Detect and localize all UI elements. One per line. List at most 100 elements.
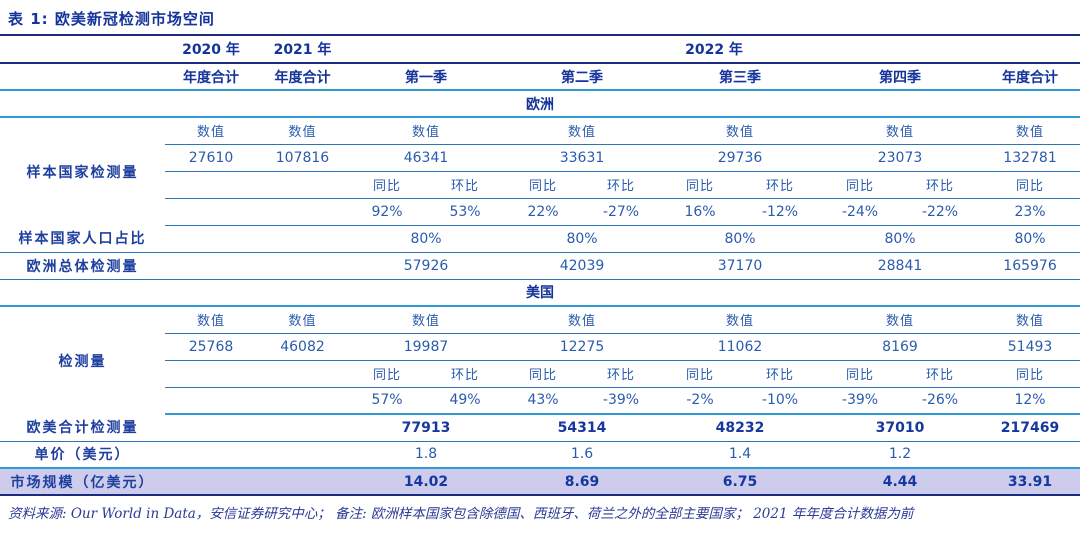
qoq-label: 环比 xyxy=(582,171,660,199)
eu-yoy-q2: 22% xyxy=(504,198,582,226)
eu-pop-q1: 80% xyxy=(348,225,504,253)
blank-cell xyxy=(257,414,348,442)
us-tests-annual: 51493 xyxy=(980,333,1080,361)
period-header-row: 年度合计 年度合计 第一季 第二季 第三季 第四季 年度合计 xyxy=(0,63,1080,91)
eu-total-q1: 57926 xyxy=(348,252,504,280)
us-tests-2021: 46082 xyxy=(257,333,348,361)
blank-cell xyxy=(257,441,348,469)
eu-value-label-row: 样本国家检测量 数值 数值 数值 数值 数值 数值 数值 xyxy=(0,117,1080,181)
eu-yoy-q4: -24% xyxy=(820,198,900,226)
market-size-label: 市场规模（亿美元） xyxy=(0,468,165,496)
hdr-q4: 第四季 xyxy=(820,63,980,91)
us-yoy-q3: -2% xyxy=(660,387,740,415)
blank-cell xyxy=(257,468,348,496)
combined-q1: 77913 xyxy=(348,414,504,442)
blank-cell xyxy=(257,360,348,388)
market-space-table: 2020 年 2021 年 2022 年 年度合计 年度合计 第一季 第二季 第… xyxy=(0,36,1080,496)
table-title: 表 1: 欧美新冠检测市场空间 xyxy=(0,0,1080,36)
price-annual xyxy=(980,441,1080,469)
value-label: 数值 xyxy=(504,306,660,334)
eu-population-share-label: 样本国家人口占比 xyxy=(0,225,165,253)
us-tests-q2: 12275 xyxy=(504,333,660,361)
us-qoq-q2: -39% xyxy=(582,387,660,415)
blank-cell xyxy=(165,441,257,469)
hdr-q3: 第三季 xyxy=(660,63,820,91)
value-label: 数值 xyxy=(165,117,257,145)
value-label: 数值 xyxy=(820,117,980,145)
europe-section-label: 欧洲 xyxy=(0,90,1080,118)
yoy-label: 同比 xyxy=(504,360,582,388)
market-q4: 4.44 xyxy=(820,468,980,496)
eu-total-q3: 37170 xyxy=(660,252,820,280)
blank-cell xyxy=(257,387,348,415)
yoy-label: 同比 xyxy=(660,360,740,388)
eu-total-q2: 42039 xyxy=(504,252,660,280)
blank-cell xyxy=(165,225,257,253)
eu-pop-q3: 80% xyxy=(660,225,820,253)
hdr-2021: 2021 年 xyxy=(257,36,348,64)
eu-total-tests-label: 欧洲总体检测量 xyxy=(0,252,165,280)
blank-cell xyxy=(165,387,257,415)
us-qoq-q4: -26% xyxy=(900,387,980,415)
eu-total-q4: 28841 xyxy=(820,252,980,280)
us-yoy-q1: 57% xyxy=(348,387,426,415)
yoy-label: 同比 xyxy=(348,171,426,199)
value-label: 数值 xyxy=(980,117,1080,145)
eu-qoq-q2: -27% xyxy=(582,198,660,226)
qoq-label: 环比 xyxy=(740,171,820,199)
yoy-label: 同比 xyxy=(820,360,900,388)
hdr-2020: 2020 年 xyxy=(165,36,257,64)
eu-qoq-q1: 53% xyxy=(426,198,504,226)
hdr-q2: 第二季 xyxy=(504,63,660,91)
us-section-label: 美国 xyxy=(0,279,1080,307)
us-tests-q4: 8169 xyxy=(820,333,980,361)
us-yoy-q2: 43% xyxy=(504,387,582,415)
source-note: 资料来源: Our World in Data，安信证券研究中心； 备注: 欧洲… xyxy=(8,506,914,522)
us-yoy-annual: 12% xyxy=(980,387,1080,415)
year-header-row: 2020 年 2021 年 2022 年 xyxy=(0,36,1080,64)
eu-sample-q3: 29736 xyxy=(660,144,820,172)
us-yoy-q4: -39% xyxy=(820,387,900,415)
blank-cell xyxy=(0,63,165,91)
value-label: 数值 xyxy=(348,117,504,145)
blank-cell xyxy=(257,225,348,253)
eu-yoy-q3: 16% xyxy=(660,198,740,226)
blank-cell xyxy=(165,198,257,226)
eu-growth-label-row: 同比 环比 同比 环比 同比 环比 同比 环比 同比 xyxy=(0,171,1080,199)
value-label: 数值 xyxy=(504,117,660,145)
eu-total-tests-row: 欧洲总体检测量 57926 42039 37170 28841 165976 xyxy=(0,252,1080,280)
value-label: 数值 xyxy=(257,117,348,145)
us-values-row: 25768 46082 19987 12275 11062 8169 51493 xyxy=(0,333,1080,361)
eu-pop-q4: 80% xyxy=(820,225,980,253)
eu-sample-values-row: 27610 107816 46341 33631 29736 23073 132… xyxy=(0,144,1080,172)
eu-sample-2021: 107816 xyxy=(257,144,348,172)
hdr-2022-annual: 年度合计 xyxy=(980,63,1080,91)
blank-cell xyxy=(257,171,348,199)
eu-pop-q2: 80% xyxy=(504,225,660,253)
eu-yoy-q1: 92% xyxy=(348,198,426,226)
blank-cell xyxy=(165,252,257,280)
us-tests-q1: 19987 xyxy=(348,333,504,361)
blank-cell xyxy=(165,468,257,496)
market-size-row: 市场规模（亿美元） 14.02 8.69 6.75 4.44 33.91 xyxy=(0,468,1080,496)
us-value-label-row: 检测量 数值 数值 数值 数值 数值 数值 数值 xyxy=(0,306,1080,370)
hdr-2022: 2022 年 xyxy=(348,36,1080,64)
market-q3: 6.75 xyxy=(660,468,820,496)
qoq-label: 环比 xyxy=(740,360,820,388)
value-label: 数值 xyxy=(257,306,348,334)
combined-q4: 37010 xyxy=(820,414,980,442)
corner-blank xyxy=(0,36,165,64)
market-annual: 33.91 xyxy=(980,468,1080,496)
eu-sample-2020: 27610 xyxy=(165,144,257,172)
value-label: 数值 xyxy=(348,306,504,334)
blank-cell xyxy=(165,360,257,388)
price-q4: 1.2 xyxy=(820,441,980,469)
qoq-label: 环比 xyxy=(900,171,980,199)
us-tests-q3: 11062 xyxy=(660,333,820,361)
yoy-label: 同比 xyxy=(820,171,900,199)
hdr-2021-annual: 年度合计 xyxy=(257,63,348,91)
eu-sample-q2: 33631 xyxy=(504,144,660,172)
combined-tests-label: 欧美合计检测量 xyxy=(0,414,165,442)
eu-population-share-row: 样本国家人口占比 80% 80% 80% 80% 80% xyxy=(0,225,1080,253)
